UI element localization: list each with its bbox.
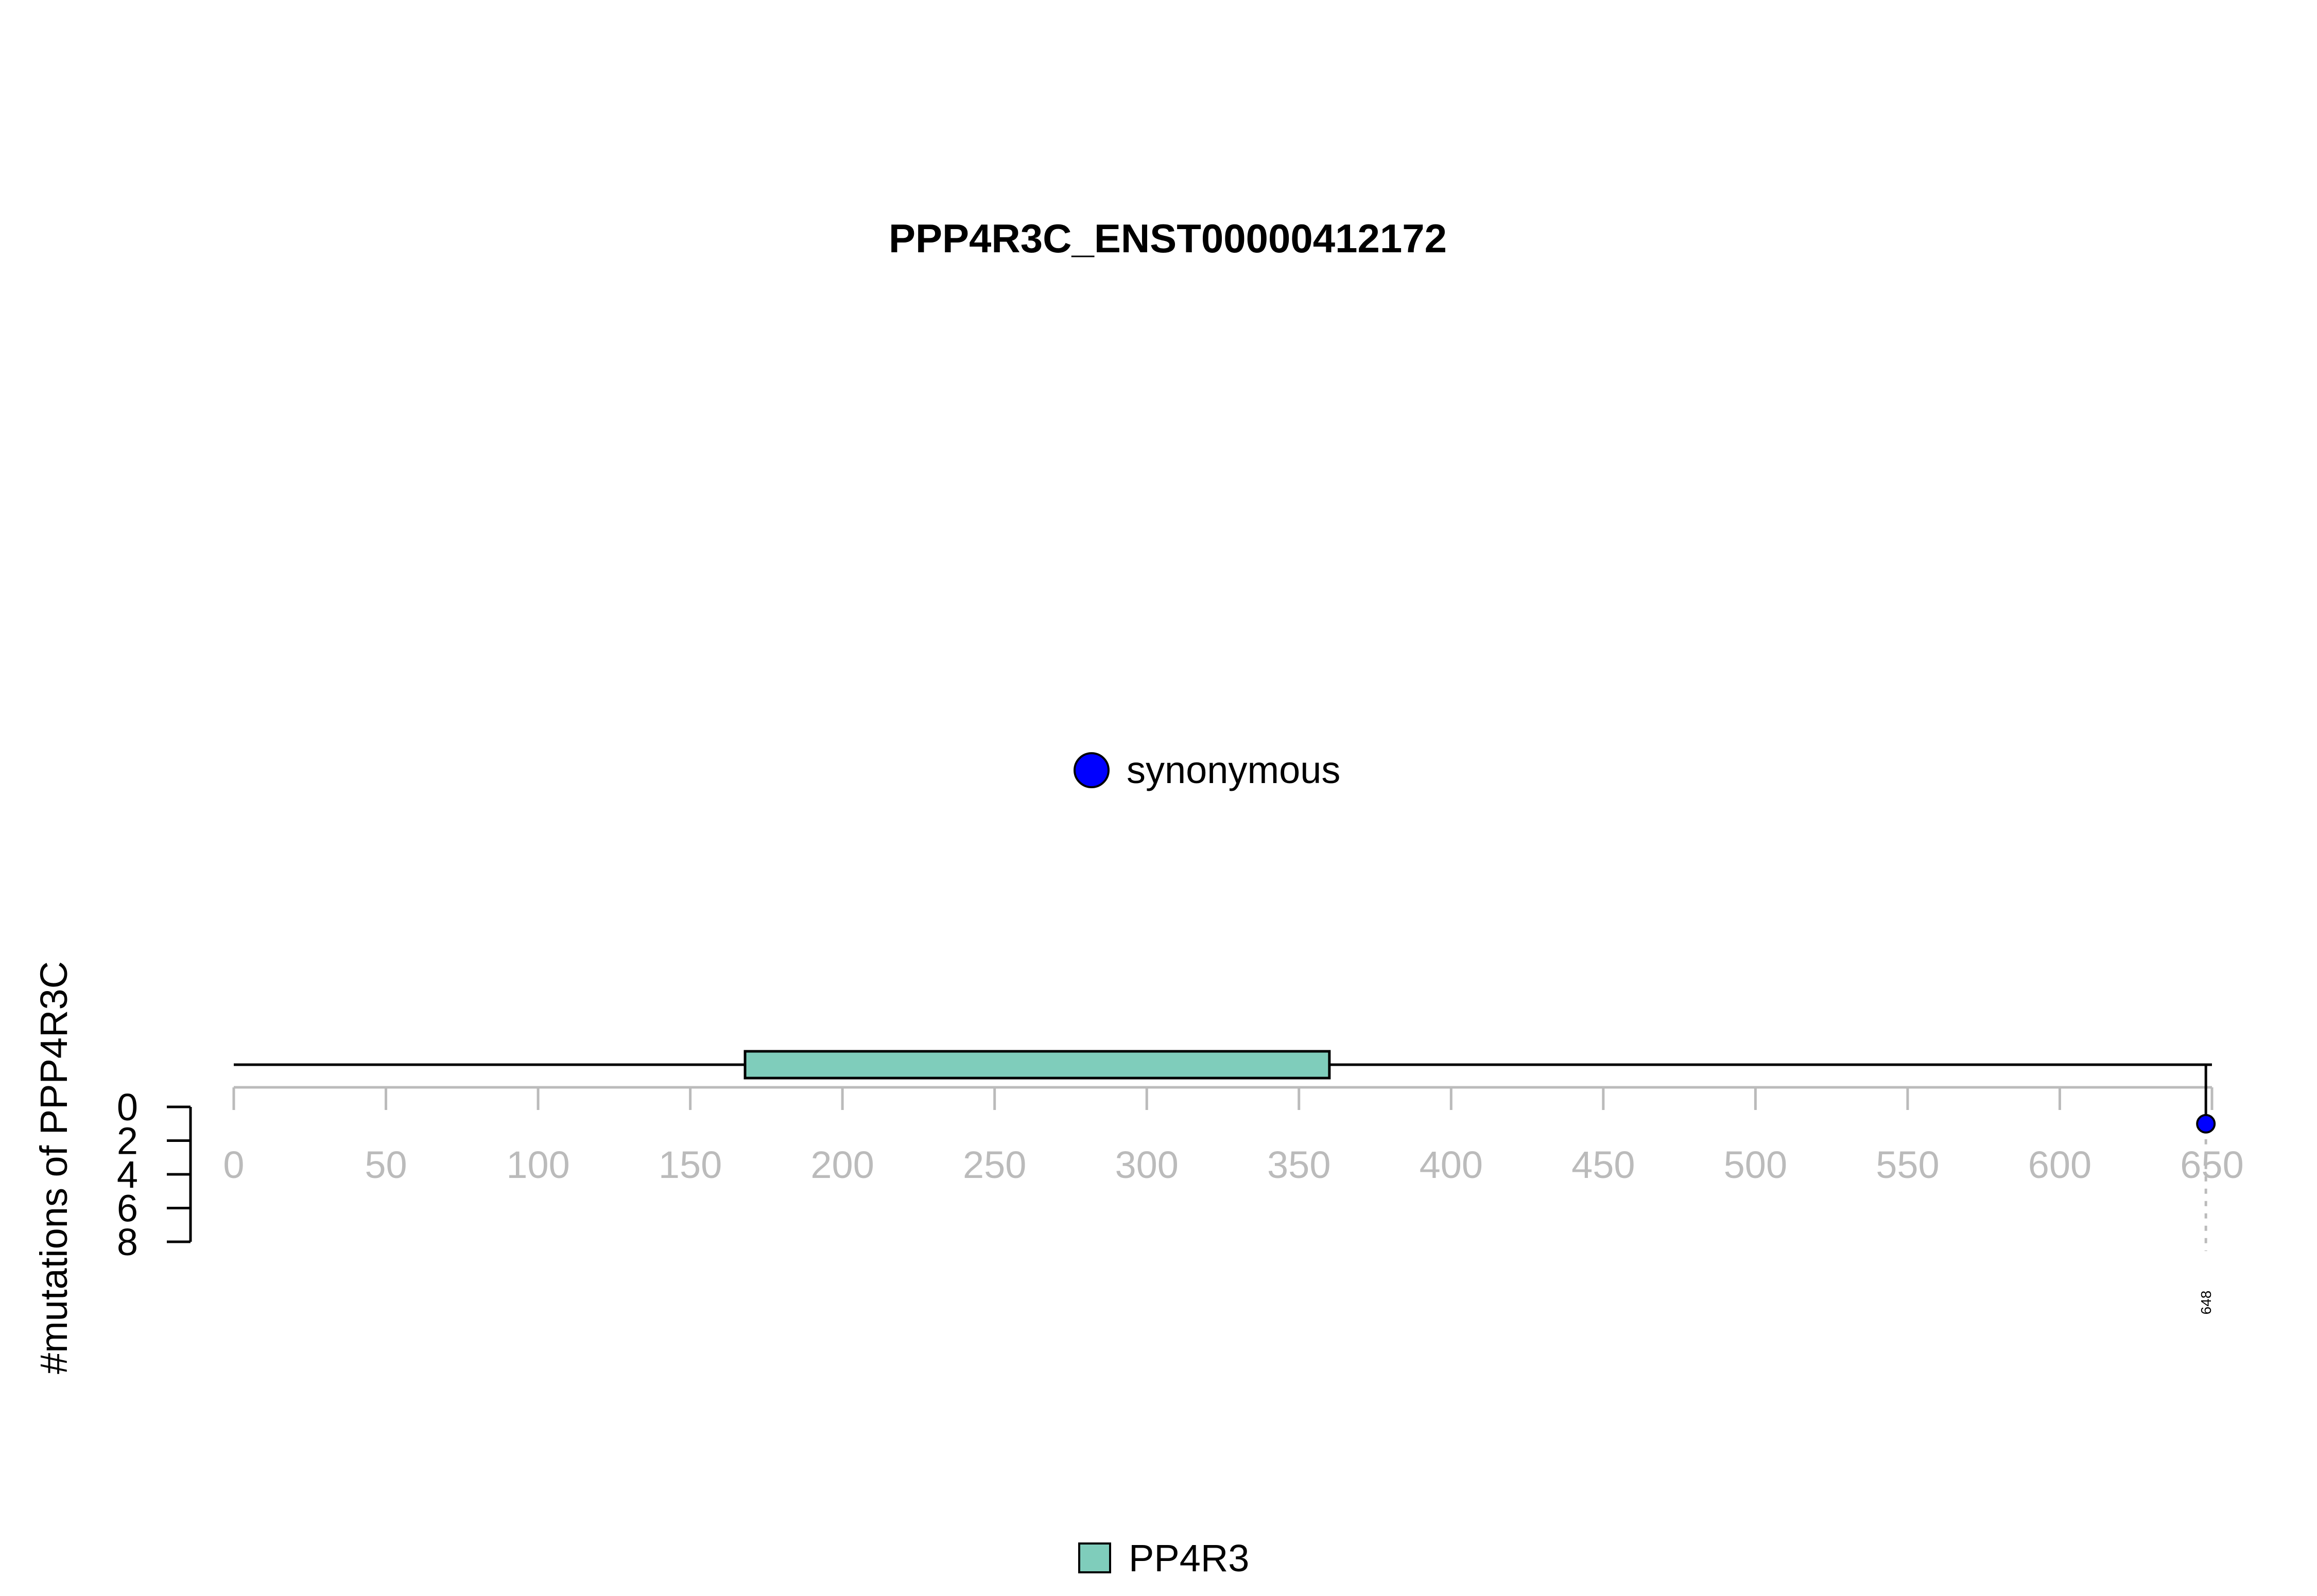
x-tick-label: 100 bbox=[506, 1143, 569, 1186]
chart-title: PPP4R3C_ENST00000412172 bbox=[889, 216, 1447, 261]
x-tick-label: 400 bbox=[1420, 1143, 1483, 1186]
x-tick-label: 350 bbox=[1267, 1143, 1330, 1186]
mutation-lollipops: 648 bbox=[2196, 1065, 2216, 1315]
x-tick-label: 500 bbox=[1724, 1143, 1787, 1186]
legend-pp4r3-swatch bbox=[1078, 1542, 1111, 1573]
y-tick-label: 8 bbox=[117, 1221, 138, 1263]
x-tick-label: 550 bbox=[1876, 1143, 1939, 1186]
x-tick-label: 650 bbox=[2180, 1143, 2243, 1186]
x-tick-label: 150 bbox=[659, 1143, 722, 1186]
x-tick-label: 0 bbox=[223, 1143, 244, 1186]
protein-track bbox=[234, 1050, 2212, 1080]
x-tick-label: 450 bbox=[1571, 1143, 1635, 1186]
legend-pp4r3-label: PP4R3 bbox=[1129, 1537, 1249, 1580]
x-tick-label: 200 bbox=[810, 1143, 874, 1186]
mutation-legend: synonymous bbox=[1074, 749, 1340, 791]
x-tick-label: 50 bbox=[365, 1143, 407, 1186]
y-axis-label: #mutations of PPP4R3C bbox=[32, 961, 75, 1374]
domain-pp4r3 bbox=[743, 1050, 1331, 1080]
y-tick-label: 4 bbox=[117, 1153, 138, 1196]
x-tick-label: 300 bbox=[1115, 1143, 1178, 1186]
mutation-position-label: 648 bbox=[2198, 1291, 2214, 1315]
legend-synonymous-marker bbox=[1074, 752, 1110, 788]
legend-synonymous-label: synonymous bbox=[1127, 749, 1340, 791]
x-axis: 0 50 100 150 200 250 300 350 400 450 500 550 600 650 bbox=[223, 1086, 2244, 1186]
y-tick-label: 2 bbox=[117, 1120, 138, 1163]
domain-legend: PP4R3 bbox=[1078, 1537, 1249, 1580]
y-tick-label: 0 bbox=[117, 1086, 138, 1129]
x-tick-label: 600 bbox=[2028, 1143, 2091, 1186]
y-tick-label: 6 bbox=[117, 1187, 138, 1230]
lollipop-head-synonymous bbox=[2196, 1114, 2216, 1134]
x-tick-label: 250 bbox=[963, 1143, 1026, 1186]
